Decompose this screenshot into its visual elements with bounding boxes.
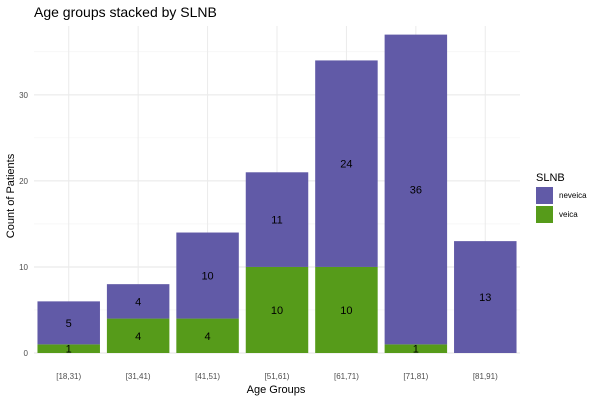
x-tick-label: [51,61): [265, 372, 290, 381]
bar-value-label: 36: [410, 185, 422, 197]
bar-segment-veica: [37, 344, 100, 353]
bar-value-label: 13: [479, 292, 491, 304]
bar-segment-neveica: [106, 284, 170, 319]
x-tick-label: [31,41): [126, 372, 151, 381]
bar-value-label: 1: [413, 344, 419, 356]
y-tick-label: 10: [19, 263, 28, 272]
bar-value-label: 24: [340, 159, 352, 171]
y-tick-labels: 0 10 20 30: [19, 91, 28, 358]
bar-value-label: 4: [135, 331, 141, 343]
bar-value-label: 5: [66, 318, 72, 330]
bar-value-label: 10: [271, 305, 283, 317]
bar-segment-neveica: [454, 241, 517, 353]
y-tick-label: 20: [19, 177, 28, 186]
bar-value-label: 10: [340, 305, 352, 317]
bar-segment-neveica: [245, 172, 309, 267]
bars: 1 5 4 4 4 10 10 11 10 24 1 36 13: [37, 34, 517, 356]
legend-label-veica: veica: [559, 210, 578, 219]
y-tick-label: 30: [19, 91, 28, 100]
y-axis-title: Count of Patients: [5, 153, 17, 238]
y-tick-label: 0: [24, 349, 29, 358]
chart-title: Age groups stacked by SLNB: [34, 4, 217, 20]
legend: SLNB neveica veica: [536, 172, 587, 223]
bar-segment-veica: [176, 318, 239, 353]
x-tick-label: [61,71): [334, 372, 359, 381]
x-axis-title: Age Groups: [247, 384, 306, 396]
bar-value-label: 1: [66, 344, 72, 356]
bar-segment-veica: [245, 266, 309, 353]
bar-segment-veica: [315, 266, 378, 353]
bar-value-label: 4: [135, 296, 141, 308]
x-tick-label: [18,31): [56, 372, 81, 381]
bar-segment-veica: [384, 344, 448, 353]
bar-segment-neveica: [315, 60, 378, 267]
bar-value-label: 10: [201, 271, 213, 283]
bar-segment-neveica: [384, 34, 448, 345]
bar-segment-veica: [106, 318, 170, 353]
x-tick-label: [71,81): [403, 372, 428, 381]
x-tick-label: [41,51): [195, 372, 220, 381]
legend-title: SLNB: [536, 172, 565, 184]
x-tick-labels: [18,31) [31,41) [41,51) [51,61) [61,71) [71,8…: [56, 372, 498, 381]
bar-value-label: 11: [271, 215, 282, 227]
legend-label-neveica: neveica: [559, 191, 587, 200]
bar-segment-neveica: [176, 232, 239, 319]
legend-swatch-veica: [536, 206, 553, 223]
bar-segment-neveica: [37, 301, 100, 345]
bar-value-label: 4: [205, 331, 211, 343]
legend-swatch-neveica: [536, 187, 553, 204]
x-tick-label: [81,91): [473, 372, 498, 381]
